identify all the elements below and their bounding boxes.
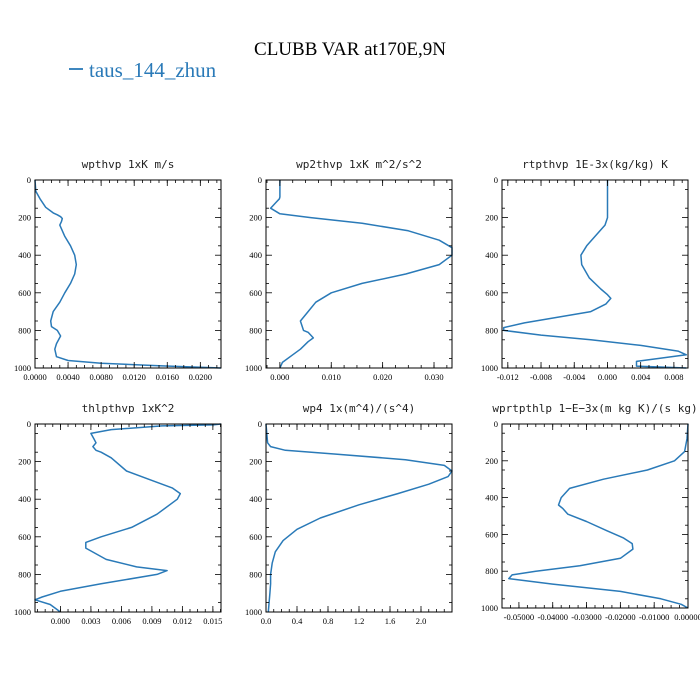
y-tick-label: 1000 (245, 607, 262, 617)
y-tick-label: 600 (18, 532, 31, 542)
y-tick-label: 0 (494, 175, 498, 185)
x-tick-label: 0.8 (323, 616, 334, 626)
y-tick-label: 0 (494, 419, 498, 429)
x-tick-label: 0.0200 (189, 372, 212, 382)
x-tick-label: -0.02000 (605, 612, 635, 622)
y-tick-label: 0 (258, 175, 262, 185)
y-tick-label: 400 (485, 250, 498, 260)
x-tick-label: -0.012 (497, 372, 519, 382)
series-line (34, 179, 222, 369)
x-tick-label: -0.03000 (571, 612, 601, 622)
x-tick-label: -0.008 (530, 372, 552, 382)
y-tick-label: 800 (18, 325, 31, 335)
y-tick-label: 600 (249, 532, 262, 542)
x-tick-label: 0.030 (424, 372, 443, 382)
legend: taus_144_zhun (69, 58, 217, 82)
y-tick-label: 0 (27, 419, 31, 429)
x-tick-label: 1.2 (354, 616, 365, 626)
chart-panel-2: wp2thvp 1xK m^2/s^2 0 200 400 600 800 1000 0.00… (245, 158, 453, 382)
x-tick-label: 0.003 (81, 616, 100, 626)
series-line (269, 180, 453, 369)
plot-frame (34, 423, 222, 613)
y-tick-label: 800 (485, 325, 498, 335)
y-tick-label: 400 (18, 250, 31, 260)
y-tick-label: 800 (485, 566, 498, 576)
x-tick-label: -0.004 (563, 372, 586, 382)
chart-panel-4: thlpthvp 1xK^2 0 200 400 600 800 1000 0.000 0.00… (14, 402, 222, 626)
y-tick-label: 800 (18, 569, 31, 579)
panel-title: wp4 1x(m^4)/(s^4) (303, 402, 416, 415)
series-line (265, 423, 453, 613)
y-tick-label: 400 (485, 493, 498, 503)
series-line (502, 180, 688, 369)
y-tick-label: 1000 (481, 603, 498, 613)
x-tick-label: 0.0120 (123, 372, 146, 382)
x-tick-label: 2.0 (416, 616, 427, 626)
legend-label: taus_144_zhun (89, 58, 217, 82)
y-tick-label: 0 (27, 175, 31, 185)
x-tick-label: -0.04000 (537, 612, 567, 622)
y-tick-label: 600 (249, 288, 262, 298)
x-tick-label: -0.05000 (504, 612, 534, 622)
x-tick-label: 0.004 (631, 372, 651, 382)
y-tick-label: 200 (18, 457, 31, 467)
y-tick-label: 200 (249, 213, 262, 223)
plot-frame (265, 423, 453, 613)
x-tick-label: 0.012 (173, 616, 192, 626)
y-tick-label: 1000 (481, 363, 498, 373)
y-tick-label: 0 (258, 419, 262, 429)
y-tick-label: 600 (485, 288, 498, 298)
x-tick-label: 0.020 (373, 372, 392, 382)
x-tick-label: 0.010 (322, 372, 341, 382)
x-tick-label: 0.015 (203, 616, 222, 626)
x-tick-label: 0.009 (142, 616, 161, 626)
y-tick-label: 600 (18, 288, 31, 298)
y-tick-label: 400 (249, 494, 262, 504)
y-tick-label: 400 (18, 494, 31, 504)
x-tick-label: 0.0 (261, 616, 272, 626)
series-line (34, 423, 222, 613)
panel-title: wprtpthlp 1−E−3x(m kg K)/(s kg) (492, 402, 697, 415)
x-tick-label: 0.000 (51, 616, 70, 626)
x-tick-label: 0.0000 (23, 372, 46, 382)
y-tick-label: 600 (485, 529, 498, 539)
y-tick-label: 400 (249, 250, 262, 260)
x-tick-label: 0.00000 (674, 612, 700, 622)
x-tick-label: 0.0080 (89, 372, 112, 382)
x-tick-label: 0.0040 (56, 372, 79, 382)
y-tick-label: 200 (18, 213, 31, 223)
figure-title: CLUBB VAR at170E,9N (254, 39, 446, 60)
plot-frame (501, 423, 689, 609)
x-tick-label: 0.0160 (156, 372, 179, 382)
chart-panel-3: rtpthvp 1E-3x(kg/kg) K02004006008001000-… (481, 158, 689, 382)
y-tick-label: 1000 (245, 363, 262, 373)
plot-frame (501, 179, 689, 369)
y-tick-label: 1000 (14, 363, 31, 373)
y-tick-label: 800 (249, 325, 262, 335)
y-tick-label: 200 (485, 456, 498, 466)
x-tick-label: 0.006 (112, 616, 131, 626)
x-tick-label: 1.6 (385, 616, 396, 626)
panel-title: wp2thvp 1xK m^2/s^2 (296, 158, 422, 171)
x-tick-label: 0.008 (664, 372, 683, 382)
x-tick-label: 0.000 (270, 372, 289, 382)
y-tick-label: 200 (249, 457, 262, 467)
plot-frame (34, 179, 222, 369)
panel-title: thlpthvp 1xK^2 (82, 402, 175, 415)
y-tick-label: 800 (249, 569, 262, 579)
y-tick-label: 1000 (14, 607, 31, 617)
y-tick-label: 200 (485, 213, 498, 223)
chart-panel-6: wprtpthlp 1−E−3x(m kg K)/(s kg) 0 200 400 60… (481, 402, 700, 622)
x-tick-label: 0.000 (598, 372, 617, 382)
panel-title: wpthvp 1xK m/s (82, 158, 175, 171)
plot-frame (265, 179, 453, 369)
panel-title: rtpthvp 1E-3x(kg/kg) K (522, 158, 668, 171)
series-line (508, 423, 689, 609)
x-tick-label: 0.4 (292, 616, 303, 626)
x-tick-label: -0.01000 (639, 612, 669, 622)
